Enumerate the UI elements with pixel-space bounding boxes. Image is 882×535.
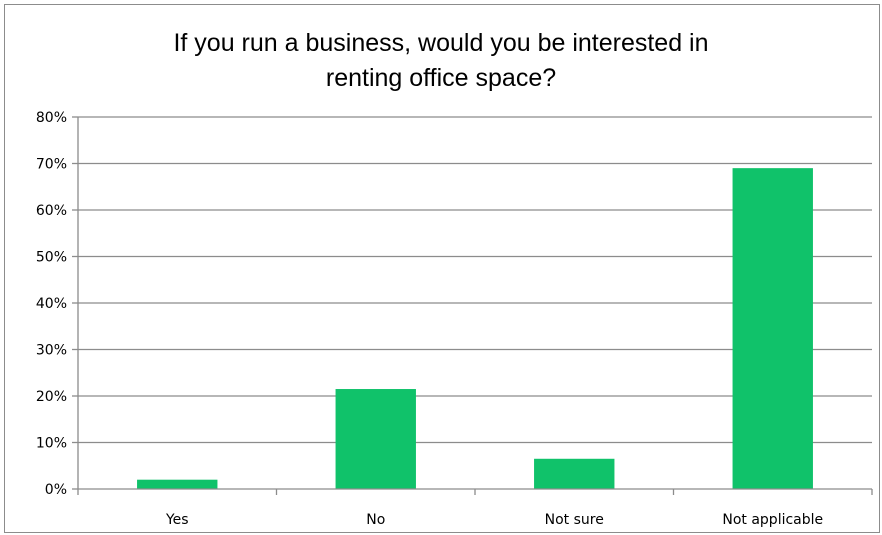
bar-not-applicable: [732, 168, 813, 489]
x-tick-label-not-applicable: Not applicable: [722, 512, 823, 528]
y-tick-label: 10%: [36, 436, 67, 452]
y-tick-label: 50%: [36, 250, 67, 266]
y-tick-label: 80%: [36, 110, 67, 126]
x-tick-label-not-sure: Not sure: [545, 512, 604, 528]
y-tick-label: 70%: [36, 157, 67, 173]
y-tick-label: 60%: [36, 203, 67, 219]
y-tick-label: 0%: [45, 482, 67, 498]
bar-yes: [137, 479, 218, 489]
x-tick-label-yes: Yes: [165, 512, 189, 528]
y-tick-label: 30%: [36, 343, 67, 359]
bar-not-sure: [534, 458, 615, 489]
chart-title: If you run a business, would you be inte…: [0, 26, 882, 96]
chart-title-line-1: If you run a business, would you be inte…: [173, 29, 709, 57]
x-tick-label-no: No: [366, 512, 385, 528]
y-tick-label: 20%: [36, 389, 67, 405]
bar-no: [335, 389, 416, 489]
y-tick-label: 40%: [36, 296, 67, 312]
chart-title-line-2: renting office space?: [325, 64, 557, 92]
